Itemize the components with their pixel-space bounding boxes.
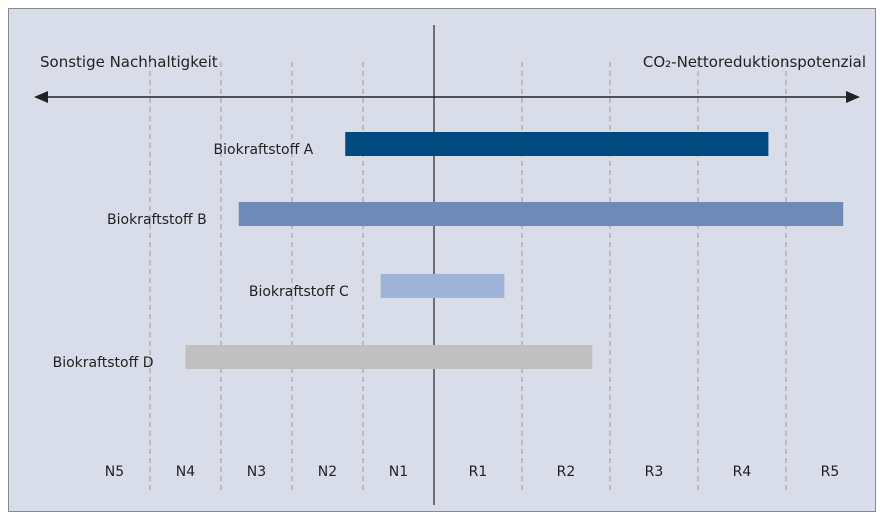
arrow-head-left	[34, 91, 48, 103]
chart-frame	[8, 8, 876, 512]
column-label: R4	[733, 464, 752, 480]
left-label: Sonstige Nachhaltigkeit	[40, 53, 218, 71]
bar	[380, 274, 505, 298]
bar	[238, 202, 844, 226]
right-label: CO₂-Nettoreduktionspotenzial	[643, 53, 866, 71]
column-label: N2	[318, 464, 337, 480]
column-label: R3	[645, 464, 664, 480]
bar-label: Biokraftstoff D	[53, 355, 154, 371]
column-label: N4	[176, 464, 195, 480]
column-label: R2	[557, 464, 576, 480]
bar	[185, 345, 593, 369]
column-label: R5	[821, 464, 840, 480]
column-label: N5	[105, 464, 124, 480]
bar-label: Biokraftstoff A	[214, 142, 314, 158]
column-label: N3	[247, 464, 266, 480]
bar-label: Biokraftstoff B	[107, 212, 207, 228]
arrow-head-right	[846, 91, 860, 103]
column-label: N1	[389, 464, 408, 480]
column-label: R1	[469, 464, 488, 480]
bar	[345, 132, 769, 156]
bar-label: Biokraftstoff C	[249, 284, 349, 300]
